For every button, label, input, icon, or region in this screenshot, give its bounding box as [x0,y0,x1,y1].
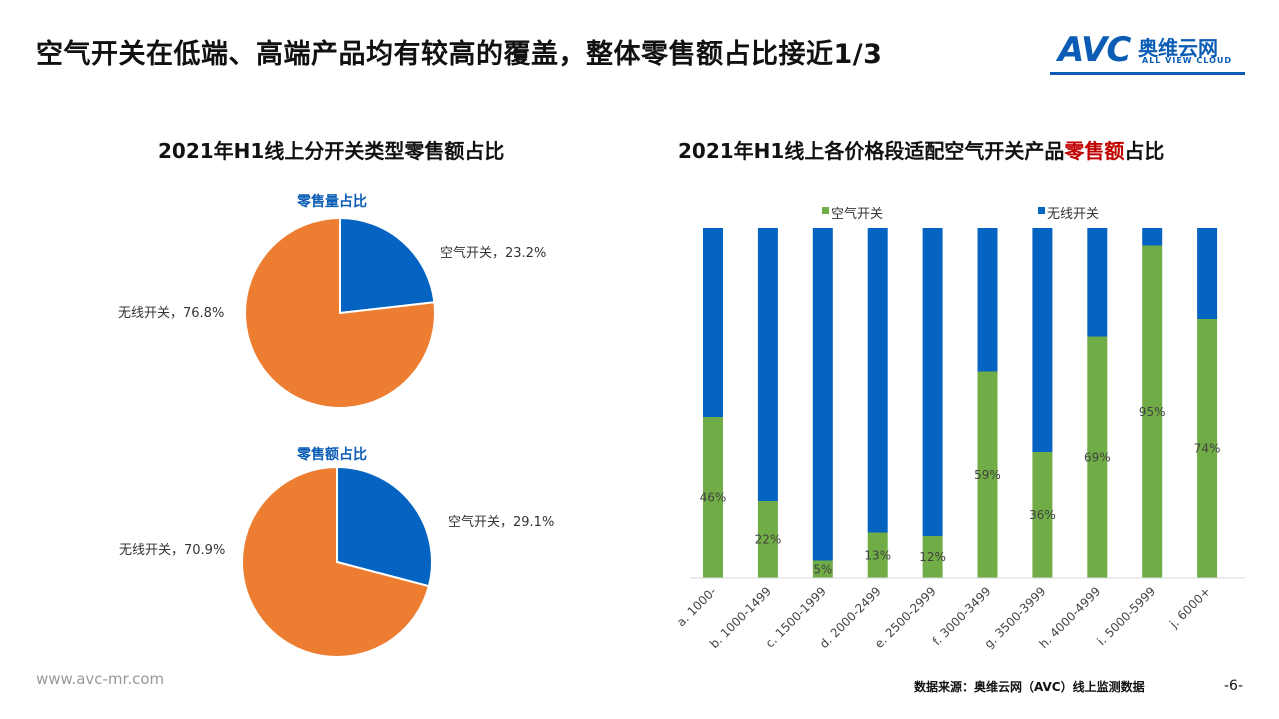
bar-wireless [757,228,778,501]
bar-wireless [922,228,943,536]
bar-wireless [703,228,723,417]
bar-wireless [867,228,888,533]
page-number: -6- [1224,678,1244,694]
title-suffix: 占比 [1124,139,1165,163]
x-tick-label: j. 6000+ [1166,584,1213,631]
legend-swatch-wireless [1038,207,1045,214]
bar-air [757,501,778,578]
pie1-label-wireless: 无线开关，76.8% [118,306,225,321]
data-label: 36% [1029,508,1056,522]
data-label: 46% [700,491,727,505]
bar-wireless [1197,228,1218,319]
legend-label-wireless: 无线开关 [1047,207,1099,222]
title-prefix: 2021年H1线上各价格段适配空气开关产品 [678,139,1065,163]
bar-air [1087,336,1108,578]
data-label: 95% [1139,405,1166,419]
x-tick-label: a. 1000- [674,584,719,629]
x-tick-label: i. 5000-5999 [1094,584,1158,648]
bar-air [1032,452,1053,578]
bar-air [922,536,943,578]
left-chart-title: 2021年H1线上分开关类型零售额占比 [158,139,505,163]
data-label: 59% [974,468,1001,482]
logo-text: AVC [1058,30,1131,70]
bar-air [977,371,998,578]
legend-label-air: 空气开关 [831,206,883,222]
pie1-slice-0 [339,216,436,315]
pie2-title: 零售额占比 [297,447,367,463]
data-label: 13% [864,548,891,562]
data-label: 69% [1084,450,1111,464]
bar-wireless [1087,228,1108,337]
data-label: 12% [919,550,946,564]
pie1-title: 零售量占比 [297,194,367,210]
pie2-label-air: 空气开关，29.1% [448,515,555,530]
bar-wireless [1142,228,1163,246]
data-label: 22% [755,533,782,547]
footer-url: www.avc-mr.com [36,670,165,688]
pie1-slice-1 [244,216,436,409]
bar-air [1197,319,1218,578]
avc-logo: AVC 奥维云网 ALL VIEW CLOUD [1058,30,1248,70]
data-label: 74% [1194,442,1221,456]
header-rule [1050,72,1245,75]
bar-air [812,560,833,578]
pie2-slice-1 [241,465,431,658]
pie2-label-wireless: 无线开关，70.9% [119,543,226,558]
slide-title: 空气开关在低端、高端产品均有较高的覆盖，整体零售额占比接近1/3 [36,39,883,70]
logo-en: ALL VIEW CLOUD [1142,56,1233,65]
data-label: 5% [813,562,832,576]
logo-cn: 奥维云网 [1138,36,1218,60]
bar-air [703,417,723,578]
data-source: 数据来源：奥维云网（AVC）线上监测数据 [914,680,1145,694]
bar-wireless [812,228,833,561]
bar-air [867,532,888,578]
bar-wireless [1032,228,1053,452]
pie1-label-air: 空气开关，23.2% [440,246,547,261]
right-chart-title: 2021年H1线上各价格段适配空气开关产品零售额占比 [678,135,1164,164]
bar-air [1142,245,1163,578]
bar-wireless [977,228,998,372]
title-highlight: 零售额 [1064,139,1125,163]
pie2-slice-0 [336,465,433,588]
legend-swatch-air [822,207,829,214]
